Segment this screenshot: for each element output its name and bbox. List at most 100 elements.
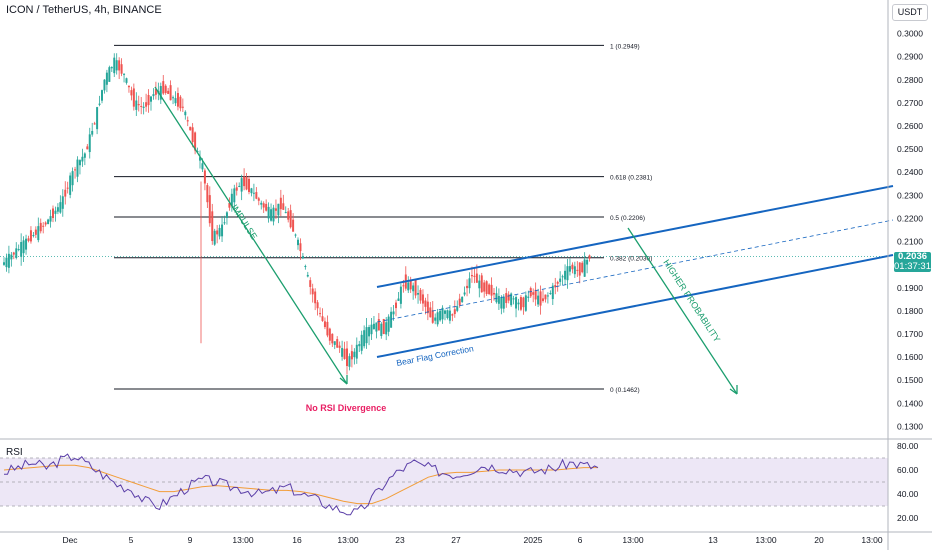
candle-body [316, 302, 319, 309]
rsi-tick-label: 20.00 [897, 513, 919, 523]
candle-body [44, 222, 47, 225]
time-tick-label: 13:00 [755, 535, 777, 545]
candle-body [12, 252, 15, 255]
candle-body [490, 284, 493, 296]
candle-body [150, 96, 152, 102]
candle-body [311, 288, 314, 295]
candle-body [176, 93, 179, 107]
candle-body [387, 316, 390, 332]
candle-body [245, 177, 248, 190]
candle-body [309, 280, 312, 287]
candle-body [341, 348, 344, 357]
candle-body [554, 285, 557, 288]
candle-body [564, 270, 567, 280]
price-tick-label: 0.2800 [897, 75, 923, 85]
candle-body [522, 297, 525, 308]
candle-body [399, 286, 402, 304]
candle-body [343, 348, 346, 359]
candle-body [267, 206, 270, 219]
candle-body [260, 202, 263, 205]
rsi-line [3, 453, 599, 516]
candle-body [336, 339, 339, 348]
candle-body [96, 107, 99, 130]
candle-body [201, 163, 204, 170]
time-tick-label: 6 [578, 535, 583, 545]
probability-arrowhead [729, 385, 738, 395]
candle-body [172, 97, 175, 99]
candle-body [314, 291, 317, 304]
candle-body [39, 222, 42, 232]
candle-body [355, 344, 358, 359]
rsi-pane-title: RSI [6, 447, 23, 458]
candle-body [120, 64, 123, 74]
candle-body [348, 356, 351, 367]
candle-body [304, 265, 307, 267]
candle-body [419, 289, 422, 301]
candle-body [228, 202, 231, 208]
candle-body [130, 90, 133, 96]
candle-body [561, 276, 564, 278]
candle-body [135, 100, 138, 110]
candle-body [436, 312, 439, 325]
candle-body [495, 293, 498, 303]
candle-body [17, 249, 20, 251]
candle-body [505, 293, 508, 304]
candle-body [54, 210, 57, 214]
candle-body [470, 275, 473, 277]
candle-body [412, 285, 415, 292]
candle-body [181, 106, 184, 108]
candle-body [191, 127, 194, 143]
candle-body [485, 281, 488, 294]
price-tick-label: 0.2500 [897, 144, 923, 154]
price-tick-label: 0.1800 [897, 306, 923, 316]
candle-body [559, 278, 562, 282]
candle-body [532, 292, 535, 295]
candle-body [583, 259, 586, 277]
candle-body [439, 310, 442, 321]
candle-body [208, 195, 211, 224]
candle-body [444, 310, 446, 314]
candle-body [15, 248, 18, 259]
candle-body [123, 73, 126, 75]
candle-body [417, 292, 420, 295]
time-tick-label: 13:00 [622, 535, 644, 545]
candle-body [463, 292, 466, 295]
candle-body [221, 224, 224, 237]
candle-body [524, 295, 527, 311]
candle-body [248, 178, 250, 192]
candle-body [365, 327, 368, 344]
candle-body [257, 198, 260, 201]
candle-body [64, 189, 67, 197]
candle-body [270, 209, 273, 221]
candle-body [272, 207, 275, 222]
candle-body [277, 203, 280, 216]
candle-body [382, 319, 385, 334]
candle-body [517, 302, 520, 305]
candle-body [537, 295, 540, 305]
candle-body [159, 86, 162, 100]
price-tick-label: 0.1700 [897, 329, 923, 339]
candle-body [372, 323, 375, 329]
candle-body [34, 229, 37, 235]
candle-body [414, 279, 417, 296]
candle-body [218, 227, 221, 237]
candle-body [539, 291, 542, 306]
fib-level-label: 0.382 (0.2030) [610, 256, 652, 263]
candle-body [377, 319, 380, 331]
candle-body [152, 94, 155, 97]
candle-body [544, 294, 547, 300]
candle-body [478, 280, 481, 289]
candle-body [519, 297, 522, 310]
candle-body [301, 256, 304, 259]
channel-mid-line [376, 219, 894, 323]
rsi-tick-label: 60.00 [897, 465, 919, 475]
candle-body [292, 219, 295, 232]
price-tick-label: 0.2100 [897, 237, 923, 247]
candle-body [88, 134, 91, 153]
currency-selector[interactable]: USDT [892, 4, 928, 21]
candle-body [507, 294, 510, 301]
candle-body [461, 296, 464, 302]
candle-body [434, 317, 437, 321]
candle-body [390, 311, 393, 328]
